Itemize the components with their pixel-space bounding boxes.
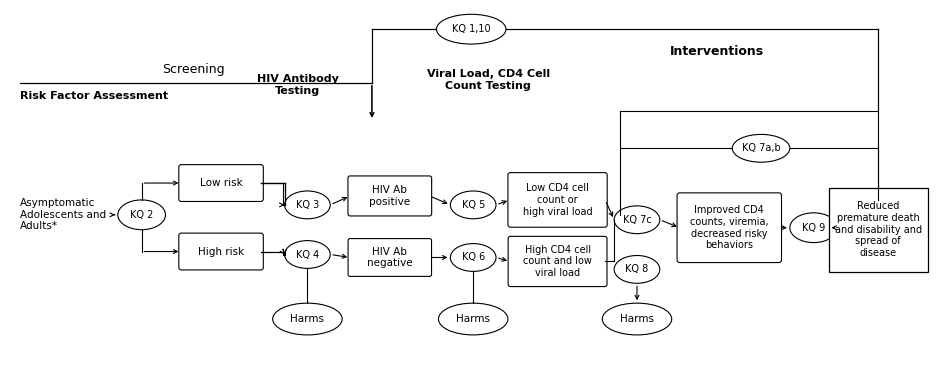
Ellipse shape: [272, 303, 342, 335]
Text: KQ 1,10: KQ 1,10: [452, 24, 490, 34]
FancyBboxPatch shape: [348, 176, 432, 216]
Text: Screening: Screening: [162, 63, 224, 76]
Text: High CD4 cell
count and low
viral load: High CD4 cell count and low viral load: [523, 245, 592, 278]
Text: Harms: Harms: [290, 314, 324, 324]
FancyBboxPatch shape: [677, 193, 781, 262]
Ellipse shape: [439, 303, 508, 335]
Ellipse shape: [285, 191, 331, 219]
Text: KQ 7a,b: KQ 7a,b: [742, 143, 780, 153]
Text: Harms: Harms: [456, 314, 490, 324]
FancyBboxPatch shape: [178, 165, 263, 201]
Text: KQ 3: KQ 3: [296, 200, 319, 210]
Ellipse shape: [285, 241, 331, 268]
Text: KQ 7c: KQ 7c: [623, 215, 652, 225]
Ellipse shape: [732, 135, 790, 162]
Ellipse shape: [451, 191, 496, 219]
Text: Improved CD4
counts, viremia,
decreased risky
behaviors: Improved CD4 counts, viremia, decreased …: [690, 205, 769, 250]
Text: Low risk: Low risk: [200, 178, 242, 188]
Text: Viral Load, CD4 Cell
Count Testing: Viral Load, CD4 Cell Count Testing: [426, 69, 549, 91]
Text: KQ 5: KQ 5: [461, 200, 485, 210]
FancyBboxPatch shape: [348, 239, 432, 276]
Ellipse shape: [117, 200, 165, 230]
FancyBboxPatch shape: [178, 233, 263, 270]
Text: KQ 6: KQ 6: [462, 253, 485, 262]
Text: Interventions: Interventions: [670, 45, 763, 58]
Text: Asymptomatic
Adolescents and
Adults*: Asymptomatic Adolescents and Adults*: [20, 198, 106, 231]
Ellipse shape: [790, 213, 838, 242]
Text: Harms: Harms: [620, 314, 654, 324]
Text: HIV Ab
negative: HIV Ab negative: [367, 247, 412, 268]
Bar: [828, 187, 928, 272]
Ellipse shape: [614, 256, 660, 283]
FancyBboxPatch shape: [508, 236, 607, 287]
Text: KQ 4: KQ 4: [296, 250, 319, 259]
Text: Low CD4 cell
count or
high viral load: Low CD4 cell count or high viral load: [523, 183, 593, 216]
Ellipse shape: [437, 14, 506, 44]
Text: HIV Antibody
Testing: HIV Antibody Testing: [256, 74, 338, 96]
Text: Risk Factor Assessment: Risk Factor Assessment: [20, 90, 168, 101]
FancyBboxPatch shape: [508, 173, 608, 227]
Text: KQ 2: KQ 2: [130, 210, 153, 220]
Ellipse shape: [614, 206, 660, 234]
Ellipse shape: [602, 303, 671, 335]
Text: Reduced
premature death
and disability and
spread of
disease: Reduced premature death and disability a…: [835, 201, 922, 258]
Ellipse shape: [451, 244, 496, 271]
Text: KQ 8: KQ 8: [625, 264, 649, 274]
Text: KQ 9: KQ 9: [802, 223, 825, 233]
Text: High risk: High risk: [198, 247, 244, 256]
Text: HIV Ab
positive: HIV Ab positive: [369, 185, 410, 207]
